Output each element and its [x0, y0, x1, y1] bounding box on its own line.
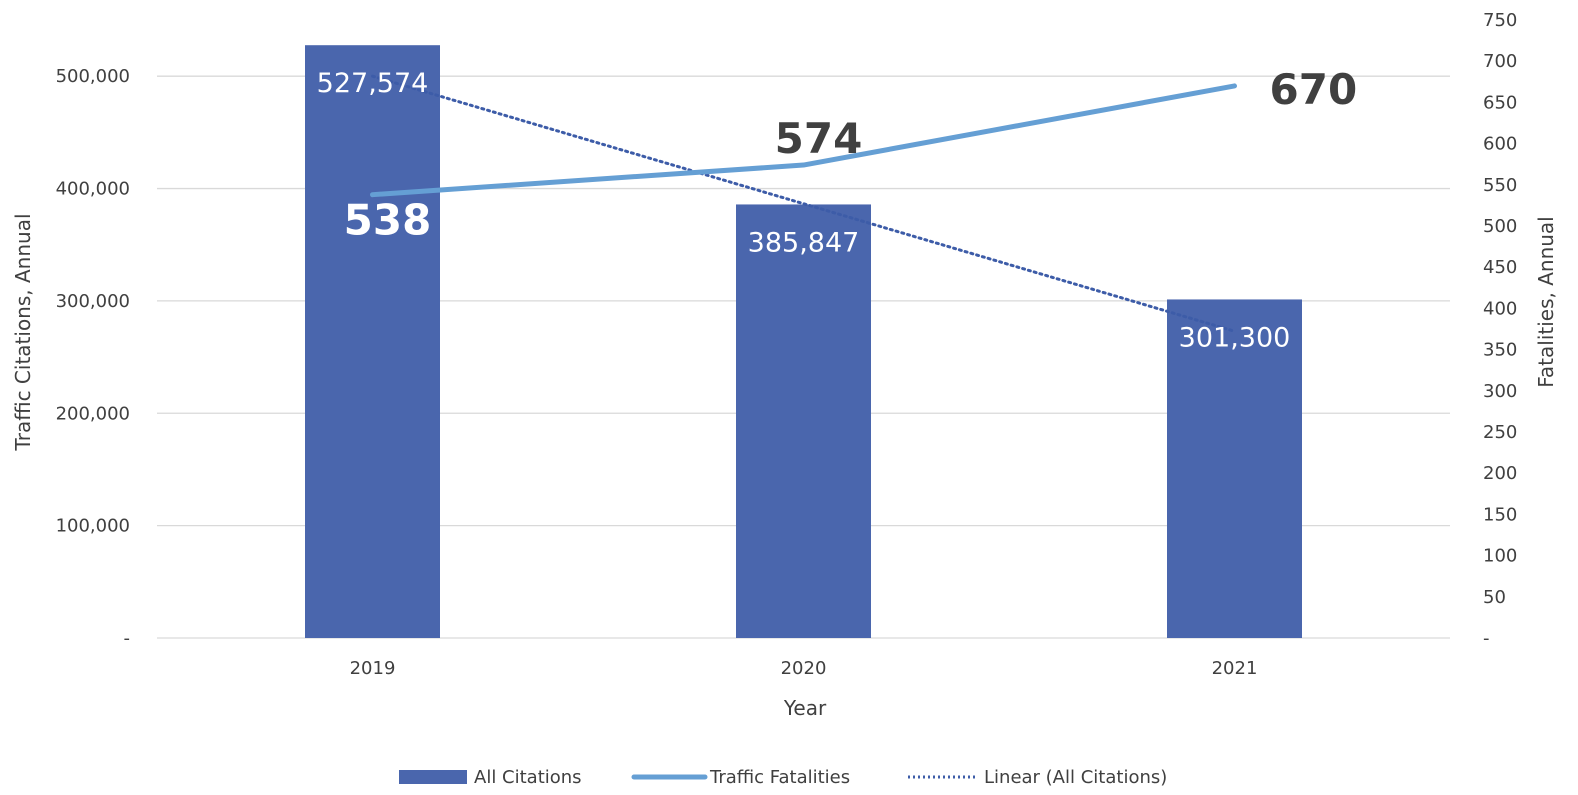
right-tick-label: 550	[1483, 175, 1517, 196]
legend-label-all-citations: All Citations	[474, 767, 582, 788]
right-tick-label: -	[1483, 628, 1490, 649]
bar	[305, 45, 440, 638]
x-axis-ticks: 2019 2020 2021	[350, 658, 1258, 679]
right-tick-label: 100	[1483, 546, 1517, 567]
right-axis-ticks: - 50 100 150 200 250 300 350 400 450 500 550 600 650 7…	[1483, 10, 1517, 649]
right-tick-label: 200	[1483, 463, 1517, 484]
left-tick-label: 500,000	[56, 66, 130, 87]
bar	[736, 204, 871, 638]
right-tick-label: 50	[1483, 587, 1506, 608]
right-tick-label: 400	[1483, 298, 1517, 319]
right-tick-label: 250	[1483, 422, 1517, 443]
left-axis-ticks: - 100,000 200,000 300,000 400,000 500,000	[56, 66, 130, 649]
legend-swatch-all-citations	[399, 770, 467, 784]
legend: All Citations Traffic Fatalities Linear …	[399, 767, 1167, 788]
legend-label-traffic-fatalities: Traffic Fatalities	[709, 767, 850, 788]
trendline-series	[371, 74, 1236, 333]
left-tick-label: 300,000	[56, 291, 130, 312]
right-tick-label: 150	[1483, 504, 1517, 525]
left-axis-title: Traffic Citations, Annual	[11, 213, 35, 451]
left-tick-label: 400,000	[56, 179, 130, 200]
left-tick-label: -	[124, 628, 131, 649]
x-axis-title: Year	[783, 696, 827, 720]
right-tick-label: 350	[1483, 340, 1517, 361]
right-tick-label: 300	[1483, 381, 1517, 402]
right-tick-label: 450	[1483, 257, 1517, 278]
right-tick-label: 650	[1483, 92, 1517, 113]
line-data-label: 670	[1270, 65, 1358, 114]
right-tick-label: 500	[1483, 216, 1517, 237]
line-data-labels: 538 574 670	[344, 65, 1358, 245]
bar-data-labels: 527,574 385,847 301,300	[317, 68, 1291, 353]
trendline	[371, 74, 1236, 333]
x-tick-label: 2019	[350, 658, 396, 679]
left-tick-label: 200,000	[56, 403, 130, 424]
bar-data-label: 385,847	[748, 227, 860, 258]
x-tick-label: 2020	[781, 658, 827, 679]
x-tick-label: 2021	[1212, 658, 1258, 679]
fatalities-line	[370, 83, 1237, 198]
line-series	[370, 83, 1237, 198]
line-data-label: 538	[344, 196, 432, 245]
right-tick-label: 750	[1483, 10, 1517, 31]
bar	[1167, 299, 1302, 638]
bar-data-label: 301,300	[1179, 322, 1291, 353]
right-tick-label: 700	[1483, 51, 1517, 72]
left-tick-label: 100,000	[56, 516, 130, 537]
line-data-label: 574	[775, 114, 863, 163]
bar-data-label: 527,574	[317, 68, 429, 99]
bar-series	[305, 45, 1302, 638]
right-axis-title: Fatalities, Annual	[1534, 216, 1558, 388]
right-tick-label: 600	[1483, 134, 1517, 155]
legend-label-linear-trend: Linear (All Citations)	[984, 767, 1167, 788]
